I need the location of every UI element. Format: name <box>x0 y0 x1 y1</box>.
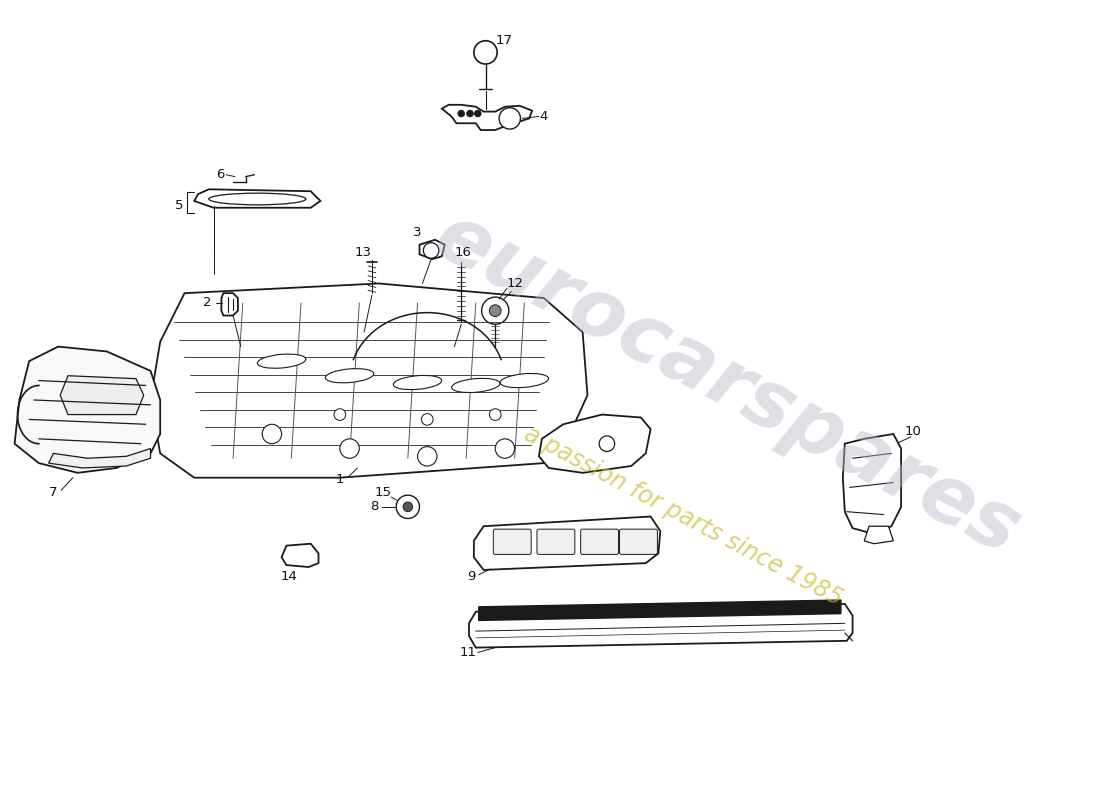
Circle shape <box>340 439 360 458</box>
Text: 1: 1 <box>336 473 344 486</box>
Ellipse shape <box>257 354 306 368</box>
Polygon shape <box>474 517 660 570</box>
Text: a passion for parts since 1985: a passion for parts since 1985 <box>520 422 847 611</box>
Text: 5: 5 <box>175 199 184 212</box>
Text: 9: 9 <box>466 570 475 583</box>
Ellipse shape <box>452 378 500 393</box>
Text: 3: 3 <box>414 226 421 239</box>
Polygon shape <box>865 526 893 544</box>
FancyBboxPatch shape <box>581 529 618 554</box>
Ellipse shape <box>326 369 374 383</box>
Circle shape <box>490 409 502 420</box>
Circle shape <box>600 436 615 451</box>
Ellipse shape <box>394 375 442 390</box>
FancyBboxPatch shape <box>493 529 531 554</box>
Text: 12: 12 <box>506 277 524 290</box>
Polygon shape <box>442 105 532 130</box>
Polygon shape <box>539 414 650 473</box>
Ellipse shape <box>209 193 306 205</box>
Circle shape <box>482 297 509 324</box>
Circle shape <box>490 305 502 317</box>
Text: 4: 4 <box>540 110 548 123</box>
Text: 8: 8 <box>370 500 378 514</box>
Circle shape <box>474 110 481 117</box>
Text: 14: 14 <box>280 570 298 583</box>
Polygon shape <box>282 544 319 567</box>
Text: 7: 7 <box>50 486 57 498</box>
Circle shape <box>262 424 282 444</box>
Text: 16: 16 <box>454 246 472 259</box>
Text: 11: 11 <box>460 646 476 659</box>
Circle shape <box>418 446 437 466</box>
FancyBboxPatch shape <box>537 529 575 554</box>
Circle shape <box>458 110 464 117</box>
Text: 13: 13 <box>354 246 372 259</box>
Polygon shape <box>469 604 852 648</box>
Text: 17: 17 <box>495 34 513 47</box>
Circle shape <box>466 110 473 117</box>
Circle shape <box>396 495 419 518</box>
Circle shape <box>403 502 412 512</box>
Text: eurocarspares: eurocarspares <box>420 198 1032 572</box>
Text: 10: 10 <box>904 425 921 438</box>
Text: 15: 15 <box>375 486 392 498</box>
Polygon shape <box>478 600 840 621</box>
Circle shape <box>474 41 497 64</box>
Polygon shape <box>195 190 320 208</box>
Polygon shape <box>60 376 144 414</box>
Circle shape <box>334 409 345 420</box>
Text: 2: 2 <box>202 296 211 310</box>
Circle shape <box>499 108 520 129</box>
Ellipse shape <box>500 374 549 388</box>
Polygon shape <box>221 293 238 315</box>
Circle shape <box>424 242 439 258</box>
Polygon shape <box>151 283 587 478</box>
Polygon shape <box>14 346 161 473</box>
Polygon shape <box>419 240 444 259</box>
Polygon shape <box>843 434 901 534</box>
Polygon shape <box>48 449 151 468</box>
Circle shape <box>495 439 515 458</box>
FancyBboxPatch shape <box>619 529 658 554</box>
Text: 6: 6 <box>217 168 224 182</box>
Circle shape <box>421 414 433 426</box>
